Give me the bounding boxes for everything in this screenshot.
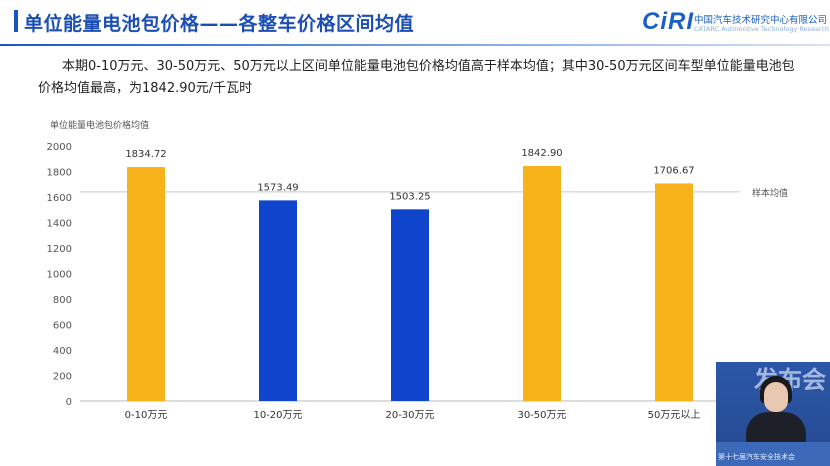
bar-value-label: 1842.90 xyxy=(521,148,562,159)
logo-mark: CiRI xyxy=(642,8,694,35)
logo-english-name: CATARC Automotive Technology Research In… xyxy=(694,25,830,33)
bar-value-label: 1503.25 xyxy=(389,191,430,202)
presenter-face xyxy=(764,382,788,412)
bar xyxy=(127,167,165,401)
reference-line-label: 样本均值 xyxy=(752,187,788,199)
y-tick-label: 0 xyxy=(66,397,72,408)
logo-org-name: 中国汽车技术研究中心有限公司 xyxy=(694,15,828,26)
header-divider xyxy=(0,44,830,46)
podium xyxy=(716,442,830,466)
y-axis-label: 单位能量电池包价格均值 xyxy=(50,119,149,131)
y-tick-label: 400 xyxy=(53,346,72,357)
y-tick-label: 2000 xyxy=(47,142,72,153)
y-tick-label: 1800 xyxy=(47,168,72,179)
y-tick-label: 1600 xyxy=(47,193,72,204)
x-tick-label: 30-50万元 xyxy=(517,410,566,421)
bar xyxy=(523,166,561,401)
x-tick-label: 50万元以上 xyxy=(648,409,701,421)
bar xyxy=(391,209,429,401)
y-tick-label: 200 xyxy=(53,372,72,383)
y-tick-label: 1000 xyxy=(47,270,72,281)
y-tick-label: 800 xyxy=(53,295,72,306)
inset-caption: 第十七届汽车安全技术会 xyxy=(718,453,795,461)
bar xyxy=(655,183,693,401)
x-tick-label: 0-10万元 xyxy=(125,410,168,421)
slide-title: 单位能量电池包价格——各整车价格区间均值 xyxy=(24,13,415,35)
x-tick-label: 10-20万元 xyxy=(253,410,302,421)
bar-value-label: 1834.72 xyxy=(125,149,166,160)
summary-text: 本期0-10万元、30-50万元、50万元以上区间单位能量电池包价格均值高于样本… xyxy=(38,59,795,96)
x-tick-label: 20-30万元 xyxy=(385,410,434,421)
y-tick-label: 1200 xyxy=(47,244,72,255)
y-tick-label: 1400 xyxy=(47,219,72,230)
bar-value-label: 1706.67 xyxy=(653,165,694,176)
slide-header: 单位能量电池包价格——各整车价格区间均值 CiRI 中国汽车技术研究中心有限公司… xyxy=(0,0,830,42)
presenter-video-inset: 发布会 第十七届汽车安全技术会 xyxy=(716,362,830,466)
bar xyxy=(259,200,297,401)
y-tick-label: 600 xyxy=(53,321,72,332)
bar-value-label: 1573.49 xyxy=(257,182,298,193)
title-accent-bar xyxy=(14,10,18,32)
ciri-logo: CiRI 中国汽车技术研究中心有限公司 CATARC Automotive Te… xyxy=(642,8,830,38)
